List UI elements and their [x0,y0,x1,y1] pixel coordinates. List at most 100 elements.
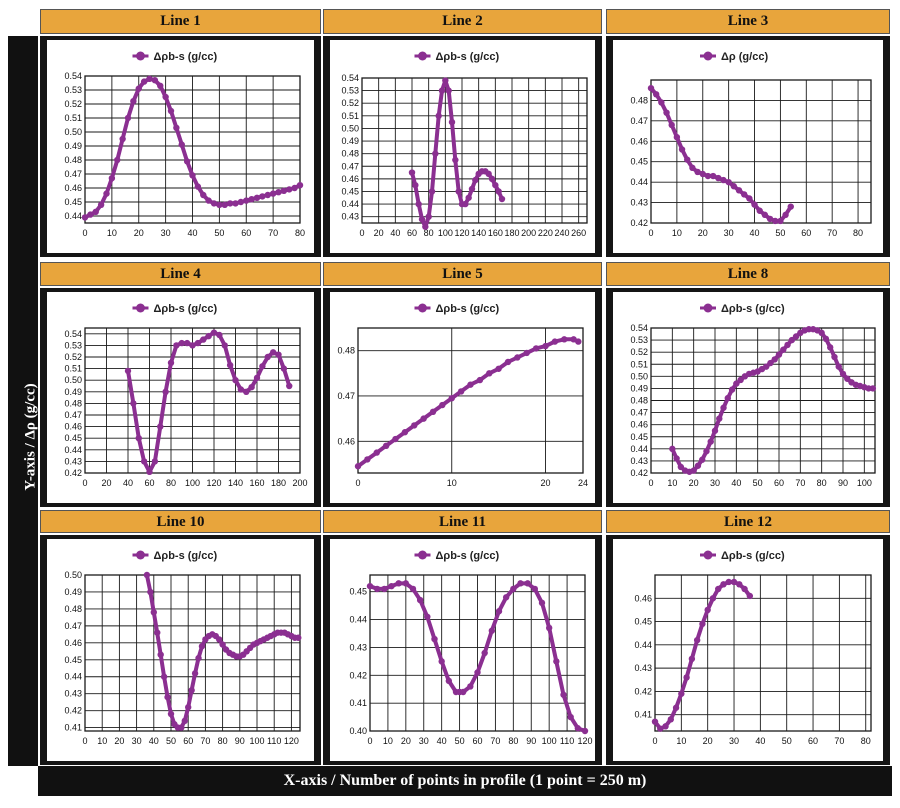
data-point [678,146,686,153]
x-tick-label: 50 [782,736,792,746]
data-point [259,193,266,200]
y-tick-label: 0.54 [630,323,648,333]
y-tick-label: 0.42 [349,670,367,680]
data-point [707,438,714,445]
data-point [198,643,206,650]
data-point [103,190,110,197]
x-tick-label: 50 [775,228,785,238]
data-point [264,191,271,199]
data-point [647,84,655,92]
x-tick-label: 0 [82,478,87,488]
data-point [510,585,517,593]
data-point [264,353,271,361]
data-point [532,345,540,352]
x-tick-label: 0 [355,478,360,488]
data-point [662,723,669,730]
data-point [373,449,380,456]
y-tick-label: 0.42 [630,468,648,478]
data-point [428,188,436,195]
x-tick-label: 20 [134,228,144,238]
data-point [205,197,212,204]
data-point [767,359,774,367]
data-point [730,183,738,190]
chart-panel: Δρ (g/cc) 0 10 20 30 40 50 60 70 80 0.42 0.43 0.44 0.… [613,40,883,253]
data-point [189,172,196,179]
line-chart: Δρb-s (g/cc) 0 10 20 30 40 50 60 70 80 90 100 0.42 0.… [630,303,877,488]
x-tick-label: 70 [834,736,844,746]
legend-swatch-marker [136,303,145,313]
data-point [724,394,731,402]
data-point [693,636,701,644]
data-point [219,641,226,648]
data-point [216,331,223,339]
data-point [822,335,830,343]
y-tick-label: 0.45 [630,157,648,167]
data-point [162,388,169,395]
y-tick-label: 0.48 [64,604,82,614]
data-point [504,358,512,366]
plot-area [84,574,301,732]
data-point [157,82,164,89]
data-point [87,211,94,218]
y-tick-label: 0.43 [349,642,367,652]
x-tick-label: 60 [801,228,811,238]
y-tick-label: 0.49 [630,383,648,393]
y-tick-label: 0.50 [64,375,82,385]
data-point [150,609,157,616]
legend-swatch-marker [418,303,427,313]
data-point [97,201,105,208]
x-tick-label: 70 [795,478,805,488]
data-point [124,114,132,122]
data-point [663,109,670,116]
y-tick-label: 0.46 [630,420,648,430]
y-tick-label: 0.47 [630,408,648,418]
y-tick-label: 0.43 [630,456,648,466]
plot-area [654,574,872,732]
data-point [476,376,484,384]
x-tick-label: 80 [166,478,176,488]
y-tick-label: 0.44 [64,672,82,682]
x-tick-label: 20 [114,736,124,746]
data-point [561,336,568,343]
data-point [495,608,503,615]
data-point [788,336,795,344]
x-tick-label: 10 [672,228,682,238]
x-tick-label: 40 [390,228,400,238]
data-point [253,374,261,382]
data-point [756,207,763,214]
x-tick-label: 60 [241,228,251,238]
y-tick-label: 0.45 [349,587,367,597]
y-tick-label: 0.51 [64,364,82,374]
x-tick-label: 20 [401,736,411,746]
data-point [495,188,502,195]
x-tick-label: 30 [710,478,720,488]
data-point [672,704,680,711]
x-tick-label: 80 [861,736,871,746]
data-point [210,329,218,336]
data-point [735,187,743,194]
x-tick-label: 50 [166,736,176,746]
x-axis-title-bar: X-axis / Number of points in profile (1 … [38,766,892,796]
data-point [699,620,706,628]
data-point [761,211,769,219]
data-point [146,468,153,476]
data-point [448,395,455,402]
legend-label: Δρb-s (g/cc) [721,303,785,315]
data-point [741,585,748,593]
x-tick-label: 100 [249,736,264,746]
y-tick-label: 0.41 [349,698,367,708]
data-point [395,580,402,587]
data-point [160,673,168,680]
y-tick-label: 0.43 [64,689,82,699]
line-chart: Δρb-s (g/cc) 0 20 40 60 80 100 120 140 160 180 200 0… [64,303,307,488]
x-tick-label: 10 [676,736,686,746]
data-point [502,594,510,601]
x-tick-label: 80 [218,736,228,746]
x-tick-label: 50 [753,478,763,488]
data-point [415,200,422,208]
data-point [455,188,462,195]
data-point [382,442,390,450]
data-point [140,458,148,465]
x-tick-label: 70 [490,736,500,746]
data-point [280,365,288,372]
